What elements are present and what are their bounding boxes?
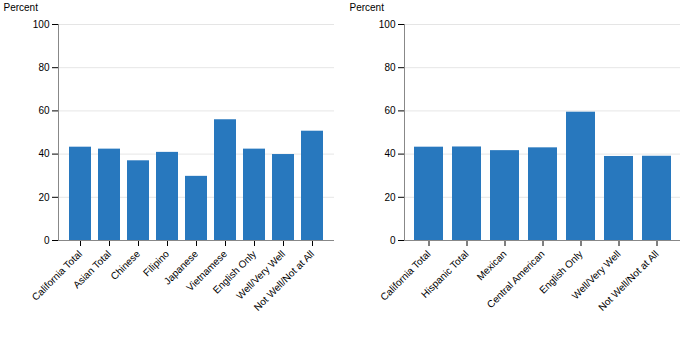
svg-text:Vietnamese: Vietnamese xyxy=(184,248,230,294)
svg-text:Japanese: Japanese xyxy=(161,248,201,287)
svg-text:20: 20 xyxy=(38,192,50,203)
svg-text:80: 80 xyxy=(384,62,396,73)
svg-text:20: 20 xyxy=(384,192,396,203)
svg-text:40: 40 xyxy=(38,148,50,159)
svg-text:0: 0 xyxy=(390,235,396,246)
svg-text:Filipino: Filipino xyxy=(141,248,172,279)
svg-text:Not Well/Not at All: Not Well/Not at All xyxy=(596,248,661,313)
svg-text:60: 60 xyxy=(38,105,50,116)
svg-text:Central American: Central American xyxy=(485,248,547,310)
svg-text:California Total: California Total xyxy=(378,248,433,303)
svg-text:100: 100 xyxy=(33,19,50,30)
svg-text:Not Well/Not at All: Not Well/Not at All xyxy=(252,248,317,313)
svg-text:English Only: English Only xyxy=(210,248,259,296)
svg-text:Percent: Percent xyxy=(350,2,385,13)
svg-text:Chinese: Chinese xyxy=(108,248,142,282)
svg-text:English Only: English Only xyxy=(537,248,585,296)
svg-text:40: 40 xyxy=(384,148,396,159)
svg-text:Well/Very Well: Well/Very Well xyxy=(234,248,287,301)
svg-text:Mexican: Mexican xyxy=(475,248,509,282)
svg-text:60: 60 xyxy=(384,105,396,116)
svg-text:0: 0 xyxy=(44,235,50,246)
svg-text:Hispanic Total: Hispanic Total xyxy=(419,248,471,300)
svg-text:California Total: California Total xyxy=(30,248,84,302)
svg-text:Percent: Percent xyxy=(4,2,39,13)
svg-text:Asian Total: Asian Total xyxy=(71,248,113,290)
svg-text:80: 80 xyxy=(38,62,50,73)
svg-text:Well/Very Well: Well/Very Well xyxy=(569,248,623,302)
svg-text:100: 100 xyxy=(379,19,396,30)
